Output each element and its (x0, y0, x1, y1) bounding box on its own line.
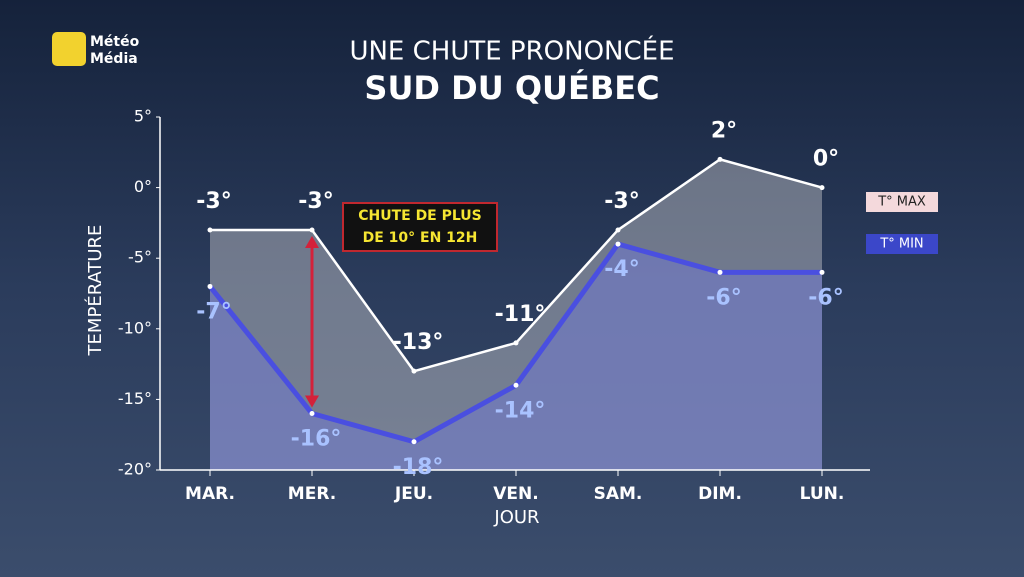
point (819, 269, 825, 275)
value-label: -3° (196, 189, 231, 214)
legend-box (866, 234, 938, 254)
legend-label: T° MAX (877, 195, 926, 210)
point (309, 227, 315, 233)
value-label: -16° (291, 427, 342, 452)
value-label: -4° (604, 257, 639, 282)
x-tick-label: VEN. (493, 484, 538, 504)
value-label: -6° (706, 285, 741, 310)
area (210, 159, 822, 471)
point (207, 283, 213, 289)
x-axis-label: JOUR (493, 507, 539, 528)
point (513, 340, 519, 346)
y-tick-label: -15° (118, 389, 152, 408)
arrow-head (305, 235, 319, 248)
arrow-head (305, 395, 319, 408)
value-label: -14° (495, 398, 546, 423)
point (309, 411, 315, 417)
point (615, 227, 621, 233)
y-tick-label: 0° (134, 177, 152, 196)
value-label: 2° (711, 118, 737, 143)
value-label: -6° (808, 285, 843, 310)
x-tick-label: MER. (288, 484, 336, 504)
point (717, 156, 723, 162)
chart-title: UNE CHUTE PRONONCÉE (349, 35, 674, 67)
point (717, 269, 723, 275)
y-tick-label: -20° (118, 460, 152, 479)
chart-subtitle: SUD DU QUÉBEC (364, 69, 659, 107)
point (207, 227, 213, 233)
annotation: CHUTE DE PLUS (358, 208, 482, 224)
value-label: -11° (495, 302, 546, 327)
x-tick-label: LUN. (800, 484, 845, 504)
y-tick-label: -5° (128, 248, 152, 267)
area (210, 244, 822, 470)
value-label: -18° (393, 455, 444, 480)
point (513, 382, 519, 388)
value-label: -3° (604, 189, 639, 214)
point (819, 185, 825, 191)
annotation-box (342, 202, 498, 252)
logo-text: Météo (90, 34, 140, 50)
point (411, 439, 417, 445)
value-label: 0° (813, 147, 839, 172)
legend-label: T° MIN (879, 237, 923, 252)
y-tick-label: -10° (118, 318, 152, 337)
annotation: DE 10° EN 12H (363, 230, 478, 246)
x-tick-label: SAM. (594, 484, 643, 504)
logo-text: Média (90, 51, 138, 67)
y-axis-label: TEMPÉRATURE (84, 225, 106, 357)
y-tick-label: 5° (134, 107, 152, 126)
x-tick-label: MAR. (185, 484, 235, 504)
value-label: -3° (298, 189, 333, 214)
logo-icon (52, 32, 86, 66)
x-tick-label: DIM. (698, 484, 742, 504)
value-label: -13° (393, 330, 444, 355)
x-tick-label: JEU. (394, 484, 433, 504)
point (615, 241, 621, 247)
point (411, 368, 417, 374)
legend-box (866, 192, 938, 212)
value-label: -7° (196, 299, 231, 324)
